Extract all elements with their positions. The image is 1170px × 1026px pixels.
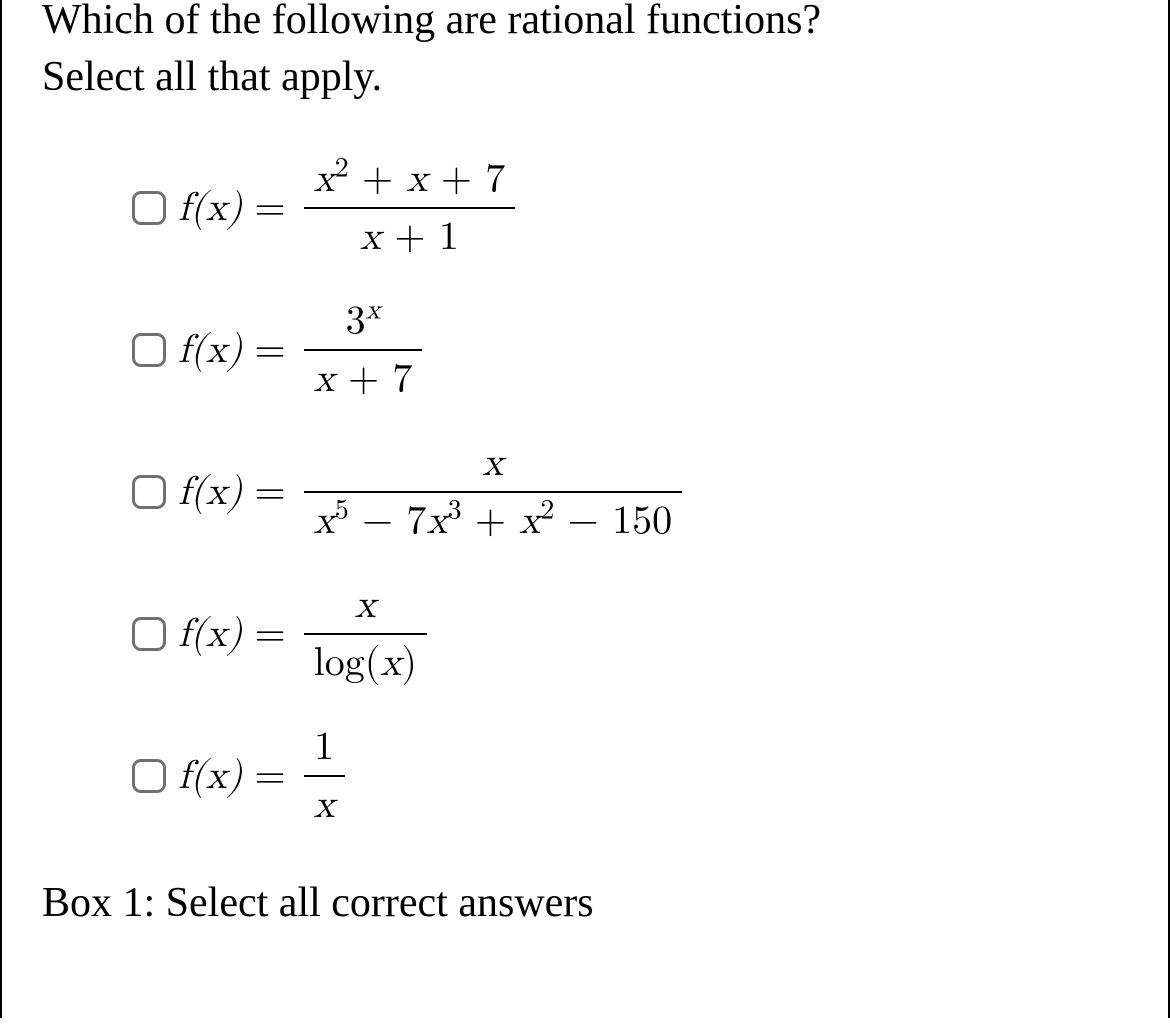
denominator: x + 7 [304,351,423,403]
options-list: f(x) = x2 + x + 7 x + 1 f(x) = 3x x + 7 [42,155,1128,829]
question-line-1: Which of the following are rational func… [42,0,821,43]
checkbox-icon[interactable] [132,333,166,367]
lhs: f(x) [178,326,242,374]
fraction: 3x x + 7 [304,297,423,403]
equals-sign: = [254,184,285,232]
numerator: x [472,439,513,491]
option-3[interactable]: f(x) = x x5 − 7x3 + x2 − 150 [132,439,1128,545]
option-4-expression: f(x) = x log(x) [178,581,433,687]
fraction: x x5 − 7x3 + x2 − 150 [304,439,682,545]
equals-sign: = [254,610,285,658]
equals-sign: = [254,468,285,516]
fraction: 1 x [304,723,345,829]
lhs: f(x) [178,184,242,232]
question-page: Which of the following are rational func… [0,0,1170,1018]
question-line-2: Select all that apply. [42,54,382,100]
option-2-expression: f(x) = 3x x + 7 [178,297,428,403]
option-1[interactable]: f(x) = x2 + x + 7 x + 1 [132,155,1128,261]
option-2[interactable]: f(x) = 3x x + 7 [132,297,1128,403]
question-prompt: Which of the following are rational func… [42,0,1128,105]
numerator: 3x [336,297,391,349]
lhs: f(x) [178,752,242,800]
option-5[interactable]: f(x) = 1 x [132,723,1128,829]
numerator: 1 [304,723,344,775]
checkbox-icon[interactable] [132,759,166,793]
fraction: x2 + x + 7 x + 1 [304,155,516,261]
option-4[interactable]: f(x) = x log(x) [132,581,1128,687]
checkbox-icon[interactable] [132,617,166,651]
equals-sign: = [254,752,285,800]
option-3-expression: f(x) = x x5 − 7x3 + x2 − 150 [178,439,688,545]
numerator: x2 + x + 7 [304,155,516,207]
option-5-expression: f(x) = 1 x [178,723,351,829]
denominator: log(x) [304,635,427,687]
denominator: x [304,777,345,829]
answer-box-label: Box 1: Select all correct answers [42,879,1128,927]
denominator: x + 1 [350,209,469,261]
equals-sign: = [254,326,285,374]
lhs: f(x) [178,468,242,516]
denominator: x5 − 7x3 + x2 − 150 [304,493,682,545]
lhs: f(x) [178,610,242,658]
checkbox-icon[interactable] [132,191,166,225]
fraction: x log(x) [304,581,427,687]
option-1-expression: f(x) = x2 + x + 7 x + 1 [178,155,521,261]
numerator: x [345,581,386,633]
checkbox-icon[interactable] [132,475,166,509]
